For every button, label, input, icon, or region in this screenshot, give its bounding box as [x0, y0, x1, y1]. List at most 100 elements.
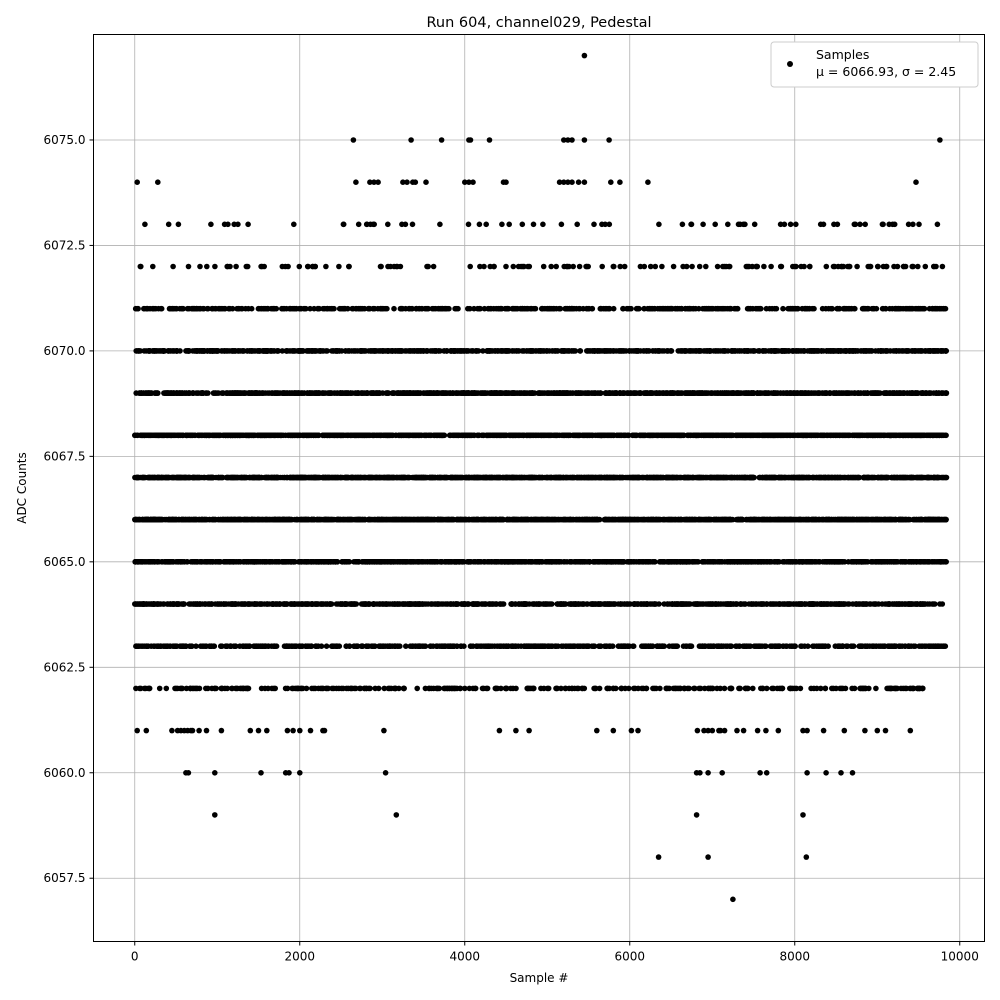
data-point	[136, 348, 142, 354]
data-point	[359, 390, 366, 396]
data-point	[375, 179, 381, 185]
data-point	[891, 348, 898, 354]
data-point	[739, 432, 746, 439]
data-point	[423, 179, 429, 185]
data-point	[637, 263, 644, 270]
data-point	[820, 221, 827, 228]
data-point	[432, 432, 438, 439]
data-point	[829, 305, 835, 312]
data-point	[221, 221, 228, 228]
data-point	[175, 221, 182, 228]
data-point	[247, 390, 253, 396]
data-point	[904, 348, 910, 354]
data-point	[875, 263, 881, 270]
data-point	[768, 263, 774, 270]
data-point	[795, 305, 801, 312]
data-point	[691, 432, 697, 439]
data-point	[880, 263, 887, 270]
data-point	[761, 263, 767, 270]
data-point	[255, 305, 262, 312]
data-point	[569, 137, 575, 143]
data-point	[408, 137, 414, 143]
data-point	[510, 348, 516, 354]
data-point	[527, 432, 533, 439]
data-point	[704, 348, 710, 354]
data-point	[340, 221, 347, 228]
data-point	[546, 305, 552, 312]
data-point	[133, 305, 139, 312]
data-point	[304, 348, 311, 354]
data-point	[606, 221, 613, 228]
data-point	[370, 432, 377, 439]
data-point	[361, 305, 368, 312]
data-point	[608, 179, 614, 185]
data-point	[515, 432, 521, 439]
data-point	[697, 390, 703, 396]
data-point	[240, 390, 246, 396]
data-point	[649, 390, 656, 396]
data-point	[216, 432, 222, 439]
data-point	[278, 432, 284, 439]
data-point	[744, 305, 751, 312]
data-point	[769, 305, 775, 312]
data-point	[200, 305, 206, 312]
data-point	[621, 432, 627, 439]
data-point	[654, 432, 660, 439]
data-point	[754, 263, 761, 270]
data-point	[480, 348, 486, 354]
data-point	[656, 221, 662, 228]
data-point	[855, 348, 861, 354]
data-point	[557, 305, 564, 312]
data-point	[695, 348, 701, 354]
data-point	[661, 305, 667, 312]
data-point	[177, 390, 183, 396]
data-point	[814, 432, 821, 439]
data-point	[415, 348, 422, 354]
data-point	[553, 263, 559, 270]
data-point	[688, 221, 695, 228]
data-point	[827, 390, 834, 396]
data-point	[220, 390, 226, 396]
data-point	[504, 305, 510, 312]
data-point	[696, 263, 703, 270]
data-point	[316, 305, 323, 312]
data-point	[641, 390, 648, 396]
data-point	[718, 432, 725, 439]
data-point	[265, 305, 271, 312]
data-point	[480, 432, 486, 439]
data-point	[799, 305, 805, 312]
data-point	[350, 348, 357, 354]
data-point	[312, 348, 319, 354]
data-point	[827, 432, 834, 439]
data-point	[927, 432, 933, 439]
data-point	[566, 348, 572, 354]
data-point	[367, 179, 373, 185]
data-point	[310, 432, 317, 439]
data-point	[419, 305, 425, 312]
data-point	[556, 179, 563, 185]
data-point	[594, 390, 601, 396]
data-point	[572, 348, 579, 354]
data-point	[137, 263, 144, 270]
data-point	[611, 263, 617, 270]
data-point	[575, 179, 582, 185]
data-point	[584, 390, 590, 396]
data-point	[152, 390, 158, 396]
data-point	[842, 432, 848, 439]
data-point	[259, 432, 265, 439]
data-point	[511, 305, 517, 312]
data-point	[916, 221, 922, 228]
data-point	[198, 390, 205, 396]
data-point	[918, 348, 925, 354]
data-point	[233, 263, 239, 270]
data-point	[856, 390, 862, 396]
data-point	[184, 305, 191, 312]
data-point	[550, 305, 556, 312]
data-point	[304, 263, 311, 270]
data-point	[561, 137, 567, 143]
data-point	[670, 263, 677, 270]
data-point	[626, 348, 633, 354]
data-point	[754, 390, 761, 396]
data-point	[702, 305, 708, 312]
data-point	[310, 263, 316, 270]
